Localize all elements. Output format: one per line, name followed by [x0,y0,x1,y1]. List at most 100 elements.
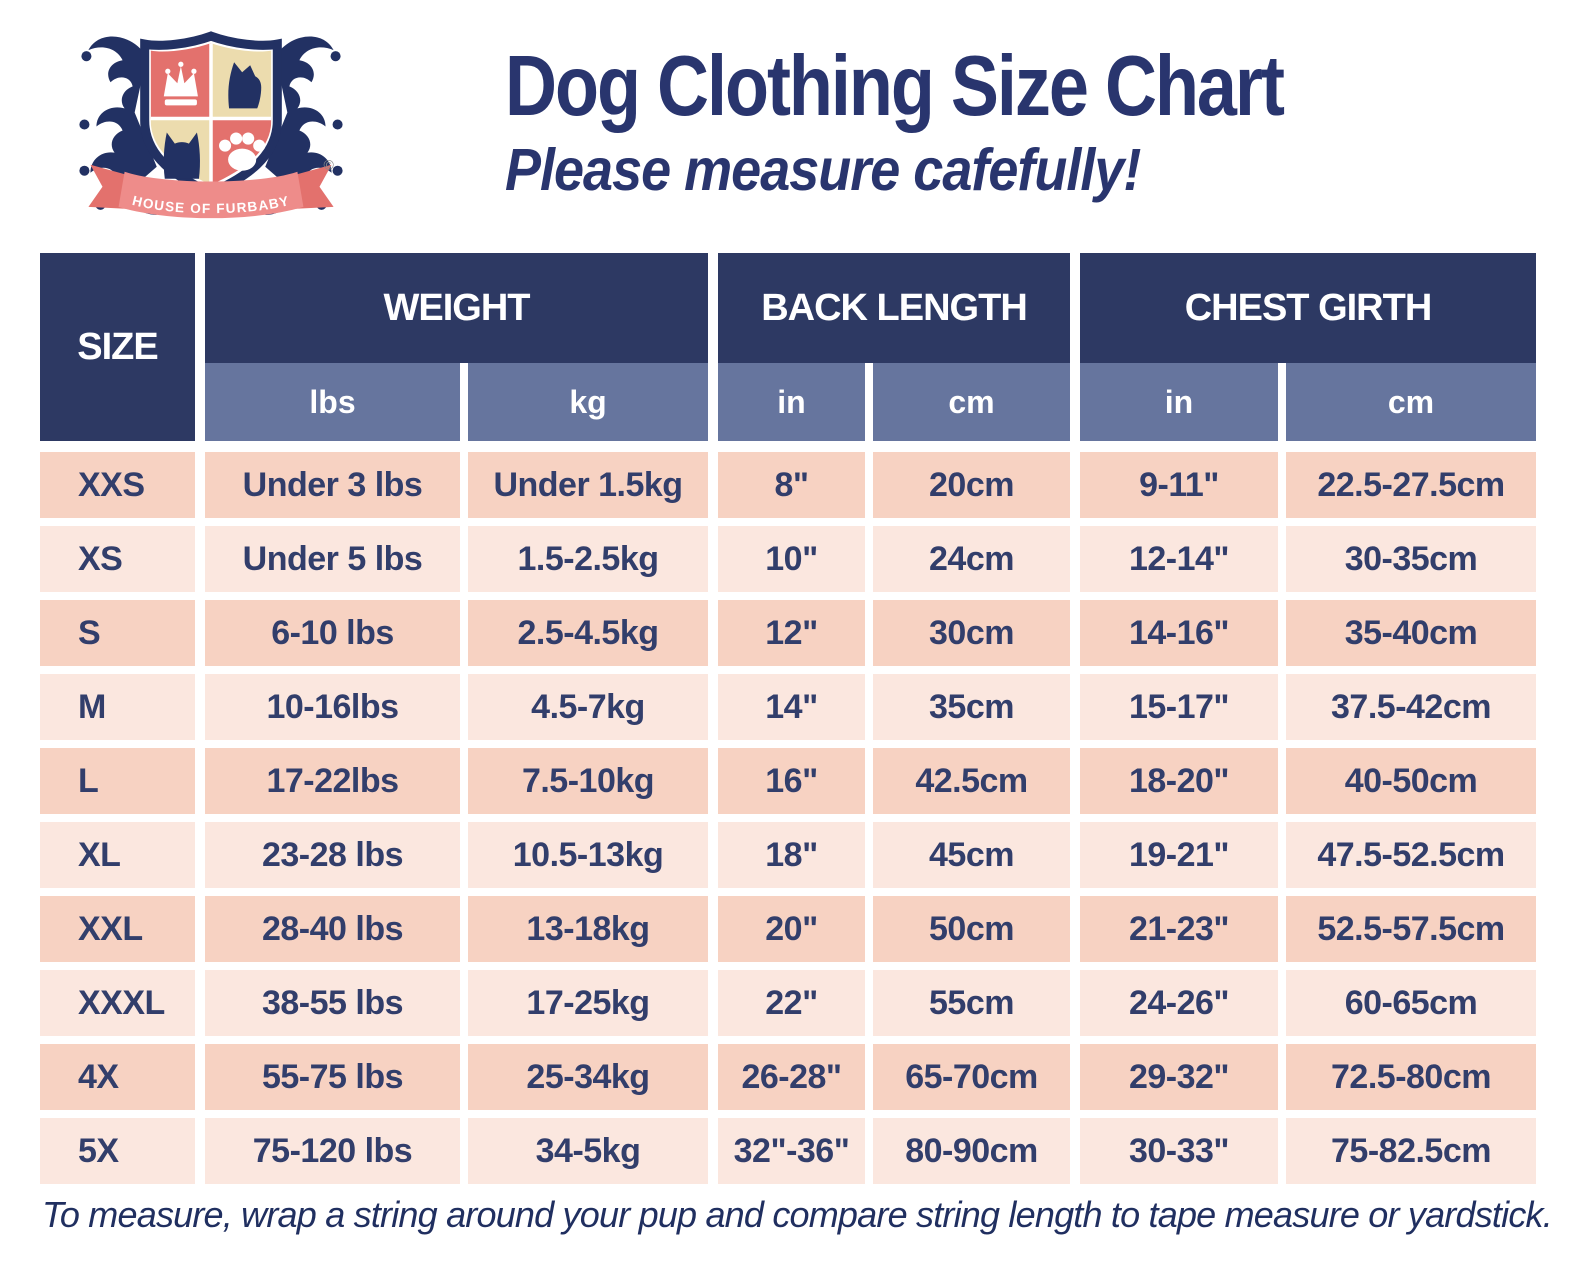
cell-back-length-cm: 55cm [873,970,1070,1036]
cell-chest-girth-in: 15-17" [1080,674,1278,740]
page-title: Dog Clothing Size Chart [505,39,1285,134]
cell-chest-girth-cm: 37.5-42cm [1286,674,1536,740]
cell-chest-girth-in: 29-32" [1080,1044,1278,1110]
cell-chest-girth-cm: 30-35cm [1286,526,1536,592]
cell-weight-kg: 4.5-7kg [468,674,708,740]
cell-back-length-cm: 20cm [873,452,1070,518]
table-row: XXS Under 3 lbs Under 1.5kg 8" 20cm 9-11… [40,452,1536,518]
copyright-mark: © [324,157,335,173]
cell-weight-kg: 13-18kg [468,896,708,962]
cell-weight-lbs: Under 3 lbs [205,452,460,518]
cell-chest-girth-cm: 52.5-57.5cm [1286,896,1536,962]
cell-back-length-in: 14" [718,674,865,740]
cell-weight-kg: 17-25kg [468,970,708,1036]
measuring-note: To measure, wrap a string around your pu… [42,1194,1553,1235]
table-row: S 6-10 lbs 2.5-4.5kg 12" 30cm 14-16" 35-… [40,600,1536,666]
cell-chest-girth-cm: 60-65cm [1286,970,1536,1036]
cell-weight-kg: 1.5-2.5kg [468,526,708,592]
size-table: SIZE WEIGHT BACK LENGTH CHEST GIRTH lbs … [40,253,1536,1192]
column-header-chest-girth: CHEST GIRTH [1080,253,1536,363]
table-body: XXS Under 3 lbs Under 1.5kg 8" 20cm 9-11… [40,452,1536,1184]
table-row: XXL 28-40 lbs 13-18kg 20" 50cm 21-23" 52… [40,896,1536,962]
cell-chest-girth-cm: 40-50cm [1286,748,1536,814]
dog-icon [228,62,262,109]
table-row: XL 23-28 lbs 10.5-13kg 18" 45cm 19-21" 4… [40,822,1536,888]
cell-weight-kg: 34-5kg [468,1118,708,1184]
cell-chest-girth-in: 24-26" [1080,970,1278,1036]
cell-back-length-cm: 50cm [873,896,1070,962]
cell-weight-lbs: 55-75 lbs [205,1044,460,1110]
table-row: 5X 75-120 lbs 34-5kg 32"-36" 80-90cm 30-… [40,1118,1536,1184]
cell-chest-girth-cm: 22.5-27.5cm [1286,452,1536,518]
cell-weight-lbs: 6-10 lbs [205,600,460,666]
table-row: 4X 55-75 lbs 25-34kg 26-28" 65-70cm 29-3… [40,1044,1536,1110]
table-row: M 10-16lbs 4.5-7kg 14" 35cm 15-17" 37.5-… [40,674,1536,740]
cell-back-length-in: 18" [718,822,865,888]
cell-back-length-in: 16" [718,748,865,814]
subheader-back-length-cm: cm [873,363,1070,441]
crest-logo: HOUSE OF FURBABY © [79,31,343,219]
subheader-back-length-in: in [718,363,865,441]
cell-weight-kg: 25-34kg [468,1044,708,1110]
cell-chest-girth-in: 19-21" [1080,822,1278,888]
table-row: L 17-22lbs 7.5-10kg 16" 42.5cm 18-20" 40… [40,748,1536,814]
page-subtitle: Please measure cafefully! [505,137,1141,204]
column-header-weight: WEIGHT [205,253,708,363]
cell-chest-girth-cm: 72.5-80cm [1286,1044,1536,1110]
cell-size: XXL [40,896,195,962]
paw-icon [219,132,266,171]
cell-weight-lbs: 28-40 lbs [205,896,460,962]
subheader-weight-lbs: lbs [205,363,460,441]
subheader-chest-girth-cm: cm [1286,363,1536,441]
ribbon-banner: HOUSE OF FURBABY [88,164,334,219]
cat-icon [163,132,200,179]
cell-size: 5X [40,1118,195,1184]
cell-chest-girth-in: 21-23" [1080,896,1278,962]
cell-weight-lbs: 75-120 lbs [205,1118,460,1184]
cell-back-length-in: 20" [718,896,865,962]
cell-weight-kg: 10.5-13kg [468,822,708,888]
cell-size: XS [40,526,195,592]
cell-back-length-cm: 42.5cm [873,748,1070,814]
cell-back-length-in: 26-28" [718,1044,865,1110]
cell-chest-girth-in: 30-33" [1080,1118,1278,1184]
cell-chest-girth-cm: 75-82.5cm [1286,1118,1536,1184]
cell-chest-girth-in: 18-20" [1080,748,1278,814]
cell-chest-girth-cm: 47.5-52.5cm [1286,822,1536,888]
table-row: XXXL 38-55 lbs 17-25kg 22" 55cm 24-26" 6… [40,970,1536,1036]
subheader-weight-kg: kg [468,363,708,441]
cell-back-length-in: 10" [718,526,865,592]
subheader-chest-girth-in: in [1080,363,1278,441]
group-header-row: WEIGHT BACK LENGTH CHEST GIRTH [205,253,1536,363]
cell-weight-kg: 2.5-4.5kg [468,600,708,666]
cell-back-length-in: 12" [718,600,865,666]
cell-back-length-in: 32"-36" [718,1118,865,1184]
cell-back-length-cm: 45cm [873,822,1070,888]
cell-size: M [40,674,195,740]
cell-size: 4X [40,1044,195,1110]
cell-size: S [40,600,195,666]
cell-weight-lbs: 23-28 lbs [205,822,460,888]
cell-chest-girth-cm: 35-40cm [1286,600,1536,666]
cell-chest-girth-in: 12-14" [1080,526,1278,592]
cell-weight-lbs: 17-22lbs [205,748,460,814]
cell-weight-kg: 7.5-10kg [468,748,708,814]
cell-weight-lbs: 10-16lbs [205,674,460,740]
sub-header-row: lbs kg in cm in cm [205,363,1536,441]
crown-icon [163,61,198,106]
cell-size: XXXL [40,970,195,1036]
cell-size: XL [40,822,195,888]
cell-back-length-in: 8" [718,452,865,518]
cell-weight-lbs: Under 5 lbs [205,526,460,592]
cell-chest-girth-in: 14-16" [1080,600,1278,666]
cell-back-length-cm: 35cm [873,674,1070,740]
cell-back-length-cm: 65-70cm [873,1044,1070,1110]
title-block: Dog Clothing Size Chart Please measure c… [505,39,1285,203]
column-header-back-length: BACK LENGTH [718,253,1070,363]
cell-back-length-cm: 80-90cm [873,1118,1070,1184]
cell-weight-kg: Under 1.5kg [468,452,708,518]
cell-size: L [40,748,195,814]
cell-size: XXS [40,452,195,518]
column-header-size: SIZE [40,253,195,441]
